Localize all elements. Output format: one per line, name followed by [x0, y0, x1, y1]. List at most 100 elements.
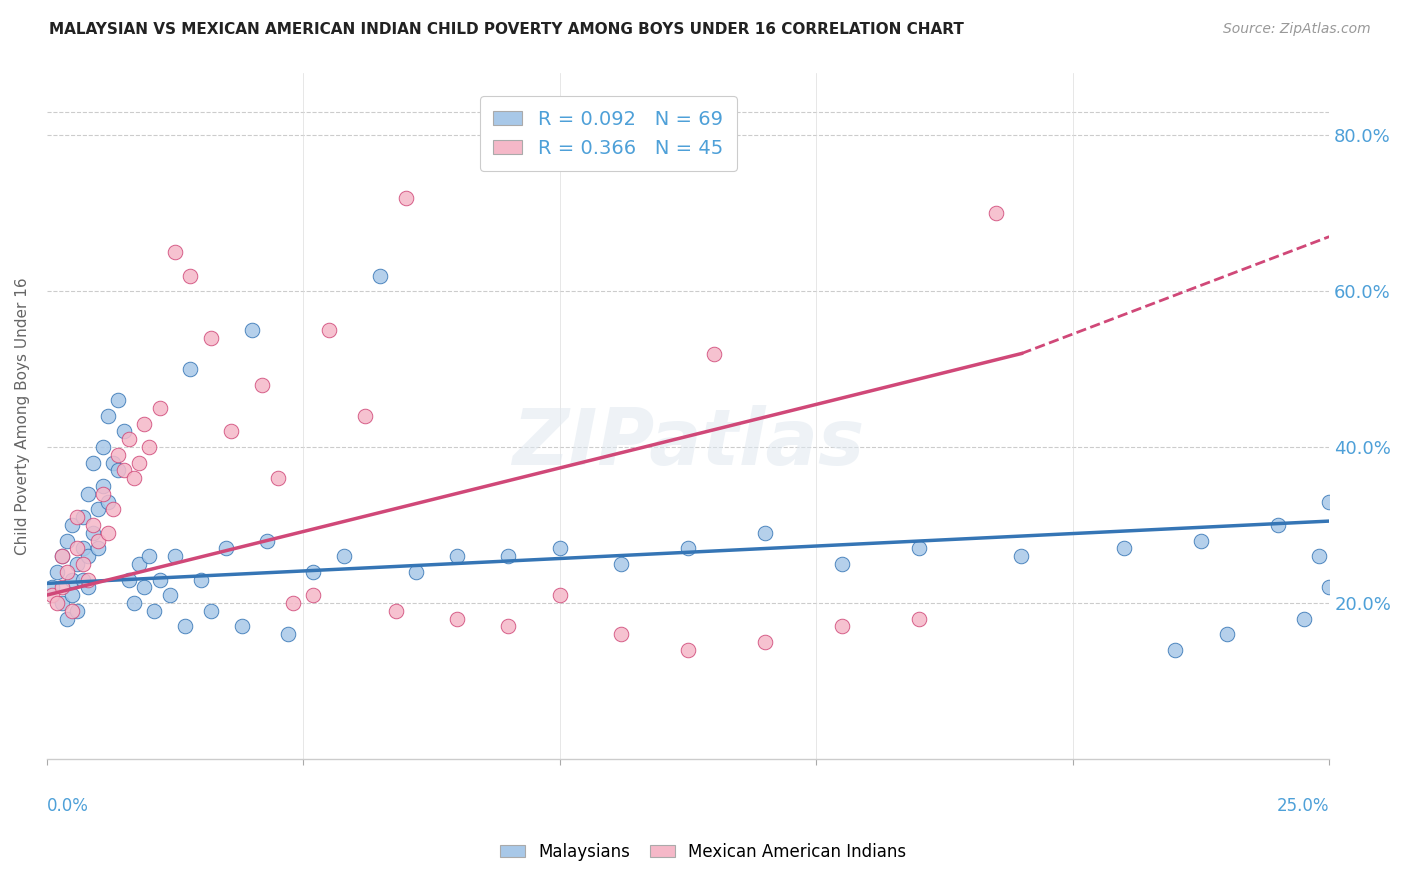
- Point: [72, 541, 94, 556]
- Point: [87, 533, 110, 548]
- Point: [97, 494, 120, 508]
- Point: [91, 440, 114, 454]
- Point: [548, 541, 571, 556]
- Point: [395, 191, 418, 205]
- Point: [56, 565, 79, 579]
- Point: [51, 596, 73, 610]
- Point: [318, 323, 340, 337]
- Point: [1317, 494, 1340, 508]
- Point: [754, 525, 776, 540]
- Point: [51, 549, 73, 563]
- Point: [163, 245, 186, 260]
- Point: [122, 471, 145, 485]
- Point: [333, 549, 356, 563]
- Point: [1112, 541, 1135, 556]
- Point: [1164, 642, 1187, 657]
- Point: [368, 268, 391, 283]
- Point: [76, 573, 98, 587]
- Point: [179, 268, 201, 283]
- Legend: Malaysians, Mexican American Indians: Malaysians, Mexican American Indians: [494, 837, 912, 868]
- Point: [908, 611, 931, 625]
- Point: [107, 393, 129, 408]
- Point: [118, 432, 141, 446]
- Point: [302, 588, 325, 602]
- Point: [231, 619, 253, 633]
- Point: [190, 573, 212, 587]
- Point: [200, 331, 222, 345]
- Point: [548, 588, 571, 602]
- Point: [1215, 627, 1237, 641]
- Point: [353, 409, 375, 423]
- Point: [754, 635, 776, 649]
- Point: [1189, 533, 1212, 548]
- Point: [281, 596, 304, 610]
- Point: [250, 377, 273, 392]
- Point: [76, 580, 98, 594]
- Point: [51, 549, 73, 563]
- Point: [908, 541, 931, 556]
- Point: [134, 417, 156, 431]
- Point: [138, 549, 160, 563]
- Point: [128, 456, 150, 470]
- Point: [60, 518, 83, 533]
- Point: [118, 573, 141, 587]
- Point: [174, 619, 197, 633]
- Point: [56, 611, 79, 625]
- Point: [72, 510, 94, 524]
- Point: [97, 525, 120, 540]
- Point: [60, 604, 83, 618]
- Point: [91, 479, 114, 493]
- Point: [610, 557, 633, 571]
- Text: MALAYSIAN VS MEXICAN AMERICAN INDIAN CHILD POVERTY AMONG BOYS UNDER 16 CORRELATI: MALAYSIAN VS MEXICAN AMERICAN INDIAN CHI…: [49, 22, 965, 37]
- Point: [1308, 549, 1330, 563]
- Point: [446, 549, 468, 563]
- Point: [143, 604, 166, 618]
- Point: [1292, 611, 1315, 625]
- Point: [277, 627, 299, 641]
- Point: [103, 456, 125, 470]
- Point: [91, 487, 114, 501]
- Point: [302, 565, 325, 579]
- Text: Source: ZipAtlas.com: Source: ZipAtlas.com: [1223, 22, 1371, 37]
- Point: [112, 425, 135, 439]
- Point: [97, 409, 120, 423]
- Point: [159, 588, 181, 602]
- Point: [446, 611, 468, 625]
- Point: [498, 619, 520, 633]
- Point: [51, 580, 73, 594]
- Point: [66, 557, 89, 571]
- Point: [76, 549, 98, 563]
- Point: [41, 588, 63, 602]
- Point: [676, 541, 699, 556]
- Point: [215, 541, 238, 556]
- Point: [66, 541, 89, 556]
- Point: [103, 502, 125, 516]
- Point: [610, 627, 633, 641]
- Point: [221, 425, 243, 439]
- Point: [107, 463, 129, 477]
- Point: [76, 487, 98, 501]
- Point: [831, 557, 853, 571]
- Point: [831, 619, 853, 633]
- Point: [984, 206, 1007, 220]
- Point: [60, 573, 83, 587]
- Point: [266, 471, 288, 485]
- Y-axis label: Child Poverty Among Boys Under 16: Child Poverty Among Boys Under 16: [15, 277, 30, 555]
- Text: 25.0%: 25.0%: [1277, 797, 1329, 814]
- Point: [1267, 518, 1289, 533]
- Point: [384, 604, 406, 618]
- Point: [200, 604, 222, 618]
- Point: [703, 346, 725, 360]
- Point: [676, 642, 699, 657]
- Point: [179, 362, 201, 376]
- Point: [41, 580, 63, 594]
- Point: [82, 518, 104, 533]
- Point: [45, 565, 67, 579]
- Point: [1317, 580, 1340, 594]
- Point: [498, 549, 520, 563]
- Point: [72, 557, 94, 571]
- Point: [256, 533, 278, 548]
- Point: [66, 604, 89, 618]
- Point: [148, 401, 170, 415]
- Point: [1010, 549, 1032, 563]
